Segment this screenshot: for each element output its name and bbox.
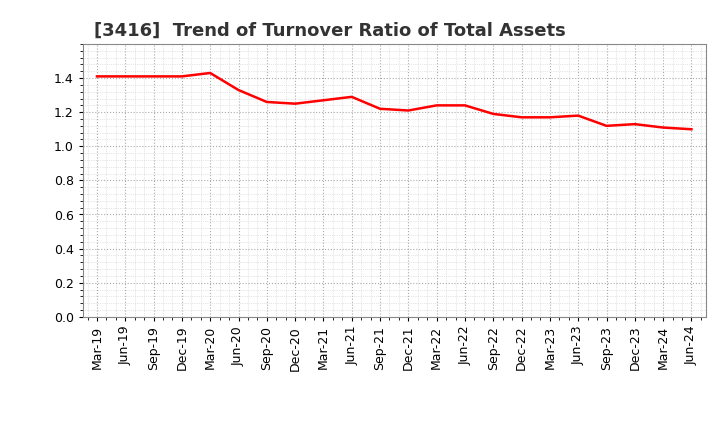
Text: [3416]  Trend of Turnover Ratio of Total Assets: [3416] Trend of Turnover Ratio of Total … — [94, 22, 565, 40]
